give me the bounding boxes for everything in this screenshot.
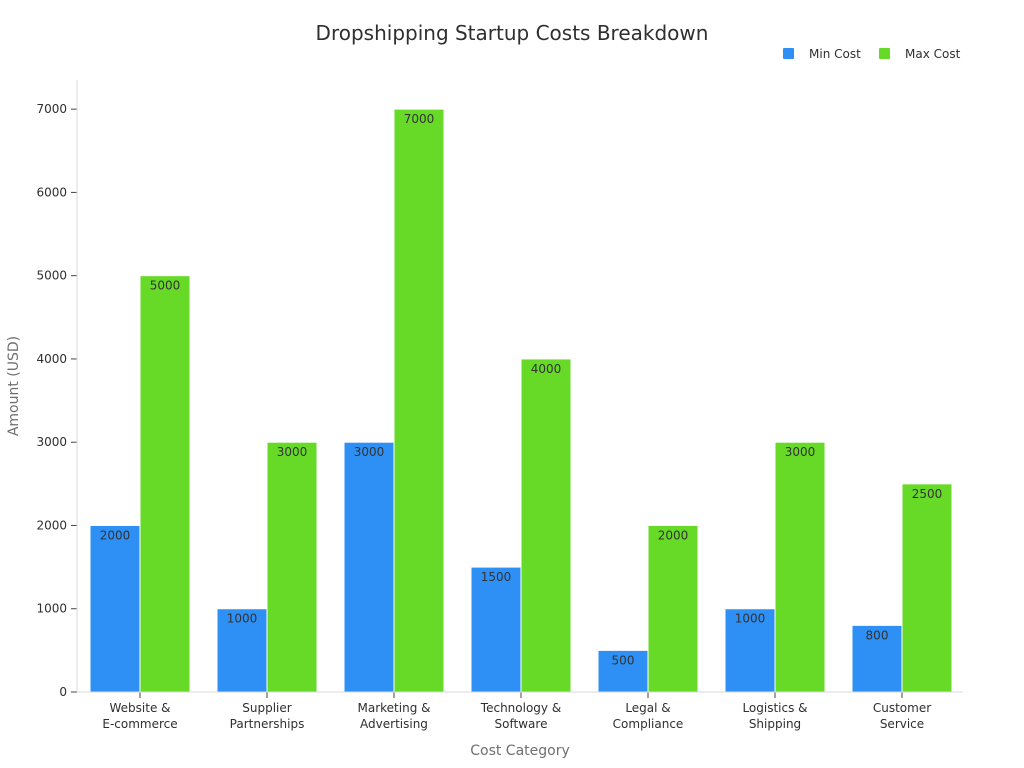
y-tick-label-1: 1000 — [36, 602, 67, 616]
legend-label-max-cost: Max Cost — [905, 47, 961, 61]
legend: Min Cost Max Cost — [783, 47, 961, 61]
bar-label-min-cost-6: 800 — [866, 628, 889, 642]
bar-min-cost-0 — [89, 524, 141, 693]
y-tick-label-7: 7000 — [36, 102, 67, 116]
x-tick-label-0: Website & E-commerce — [102, 701, 177, 731]
x-tick-label-6: Customer Service — [873, 701, 931, 731]
bar-min-cost-3 — [470, 566, 522, 693]
bar-label-min-cost-2: 3000 — [354, 445, 385, 459]
bar-label-min-cost-5: 1000 — [735, 612, 766, 626]
bar-label-max-cost-6: 2500 — [912, 487, 943, 501]
legend-swatch-max-cost — [879, 48, 890, 59]
bar-label-max-cost-1: 3000 — [277, 445, 308, 459]
bar-max-cost-5 — [774, 441, 826, 693]
bar-max-cost-2 — [393, 108, 445, 693]
y-tick-label-5: 5000 — [36, 269, 67, 283]
bar-label-min-cost-1: 1000 — [227, 612, 258, 626]
bar-min-cost-2 — [343, 441, 395, 693]
bar-max-cost-6 — [901, 483, 953, 693]
bar-label-min-cost-3: 1500 — [481, 570, 512, 584]
bar-label-max-cost-3: 4000 — [531, 362, 562, 376]
bars: 2000 5000 1000 3000 3000 7000 1500 4000 500 2000 1… — [89, 108, 953, 693]
bar-label-max-cost-2: 7000 — [404, 112, 435, 126]
bar-label-min-cost-0: 2000 — [100, 528, 131, 542]
bar-min-cost-1 — [216, 608, 268, 693]
bar-max-cost-0 — [139, 275, 191, 693]
y-tick-label-6: 6000 — [36, 185, 67, 199]
legend-label-min-cost: Min Cost — [809, 47, 861, 61]
bar-max-cost-1 — [266, 441, 318, 693]
bar-label-max-cost-5: 3000 — [785, 445, 816, 459]
y-tick-label-2: 2000 — [36, 518, 67, 532]
x-axis-ticks: Website & E-commerce Supplier Partnerships M… — [102, 692, 931, 731]
chart-title: Dropshipping Startup Costs Breakdown — [316, 21, 709, 45]
x-tick-label-1: Supplier Partnerships — [230, 701, 305, 731]
y-axis-title: Amount (USD) — [6, 336, 22, 436]
x-tick-label-2: Marketing & Advertising — [358, 701, 431, 731]
y-axis-ticks: 0 1000 2000 3000 4000 5000 6000 7000 — [36, 102, 77, 699]
bar-label-min-cost-4: 500 — [612, 653, 635, 667]
y-tick-label-3: 3000 — [36, 435, 67, 449]
bar-label-max-cost-0: 5000 — [150, 279, 181, 293]
bar-max-cost-3 — [520, 358, 572, 693]
x-axis-title: Cost Category — [470, 743, 570, 759]
x-tick-label-5: Logistics & Shipping — [742, 701, 807, 731]
bar-label-max-cost-4: 2000 — [658, 528, 689, 542]
bar-max-cost-4 — [647, 524, 699, 693]
y-tick-label-0: 0 — [59, 685, 67, 699]
x-tick-label-4: Legal & Compliance — [613, 701, 684, 731]
legend-swatch-min-cost — [783, 48, 794, 59]
x-tick-label-3: Technology & Software — [480, 701, 561, 731]
y-tick-label-4: 4000 — [36, 352, 67, 366]
